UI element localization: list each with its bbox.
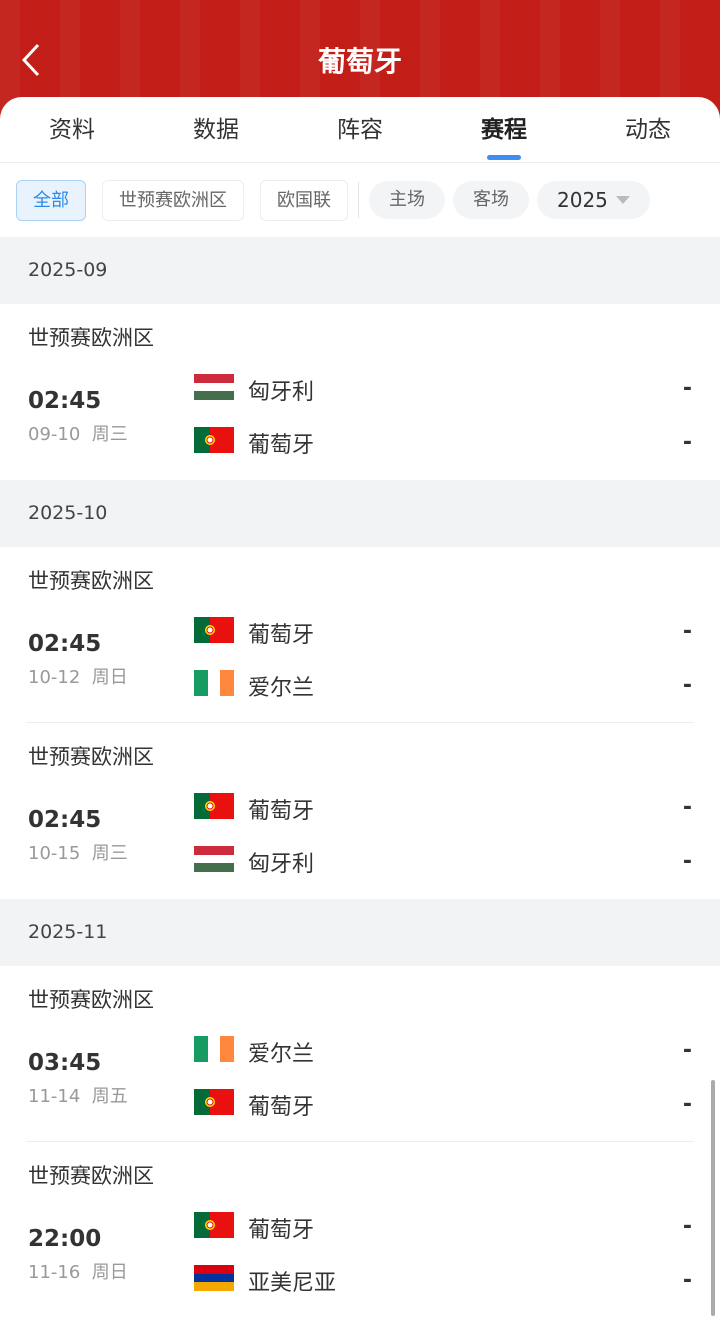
home-score: - [682,376,692,401]
tab-bar: 资料 数据 阵容 赛程 动态 [0,97,720,163]
competition-name: 世预赛欧洲区 [28,569,154,593]
match-row[interactable]: 世预赛欧洲区 03:45 11-14 周五 爱尔兰 葡萄牙 - - [26,966,694,1142]
home-team: 匈牙利 [194,374,314,406]
match-list: 2025-09 世预赛欧洲区 02:45 09-10 周三 匈牙利 葡萄牙 - … [0,237,720,1318]
home-team: 葡萄牙 [194,1212,314,1244]
team-name: 葡萄牙 [248,1095,315,1120]
page-title: 葡萄牙 [317,45,402,78]
team-name: 葡萄牙 [248,623,315,648]
chevron-left-icon[interactable] [20,42,42,78]
away-score: - [682,673,692,698]
portugal-flag-icon [194,1089,234,1121]
ireland-flag-icon [194,670,234,702]
team-name: 葡萄牙 [248,1218,315,1243]
portugal-flag-icon [194,1212,234,1244]
armenia-flag-icon [194,1265,234,1297]
match-time: 02:45 [28,388,102,414]
match-date: 10-15 周三 [28,843,128,864]
match-row[interactable]: 世预赛欧洲区 22:00 11-16 周日 葡萄牙 亚美尼亚 - - [26,1142,694,1318]
competition-name: 世预赛欧洲区 [28,745,154,769]
match-date: 09-10 周三 [28,424,128,445]
match-row[interactable]: 世预赛欧洲区 02:45 09-10 周三 匈牙利 葡萄牙 - - [26,304,694,480]
portugal-flag-icon [194,617,234,649]
team-name: 匈牙利 [248,852,315,877]
away-score: - [682,849,692,874]
filter-wcq-europe[interactable]: 世预赛欧洲区 [102,179,244,221]
away-score: - [682,1268,692,1293]
home-score: - [682,795,692,820]
away-team: 匈牙利 [194,846,314,878]
ireland-flag-icon [194,1036,234,1068]
competition-name: 世预赛欧洲区 [28,326,154,350]
away-team: 葡萄牙 [194,1089,314,1121]
year-select[interactable]: 2025 [537,181,650,219]
hungary-flag-icon [194,374,234,406]
portugal-flag-icon [194,427,234,459]
home-team: 爱尔兰 [194,1036,314,1068]
team-name: 葡萄牙 [248,433,315,458]
hungary-flag-icon [194,846,234,878]
team-name: 爱尔兰 [248,1042,315,1067]
tab-news[interactable]: 动态 [625,117,671,143]
dropdown-arrow-icon [615,196,630,204]
match-date: 11-14 周五 [28,1086,128,1107]
team-name: 亚美尼亚 [248,1271,337,1296]
away-score: - [682,1092,692,1117]
match-time: 22:00 [28,1226,102,1252]
year-value: 2025 [557,188,608,212]
team-name: 葡萄牙 [248,799,315,824]
competition-name: 世预赛欧洲区 [28,988,154,1012]
filter-nations-league[interactable]: 欧国联 [260,179,348,221]
match-row[interactable]: 世预赛欧洲区 02:45 10-12 周日 葡萄牙 爱尔兰 - - [26,547,694,723]
content-card: 资料 数据 阵容 赛程 动态 全部 世预赛欧洲区 欧国联 主场 客场 2025 … [0,97,720,1318]
match-date: 10-12 周日 [28,667,128,688]
divider [358,182,359,218]
home-team: 葡萄牙 [194,793,314,825]
scrollbar[interactable] [711,1080,715,1316]
home-team: 葡萄牙 [194,617,314,649]
tab-stats[interactable]: 数据 [193,117,239,143]
tab-schedule[interactable]: 赛程 [432,97,576,162]
match-time: 02:45 [28,807,102,833]
away-team: 亚美尼亚 [194,1265,336,1297]
tab-lineup[interactable]: 阵容 [337,117,383,143]
match-date: 11-16 周日 [28,1262,128,1283]
team-name: 匈牙利 [248,380,315,405]
away-team: 爱尔兰 [194,670,314,702]
month-header: 2025-11 [0,899,720,966]
tab-profile[interactable]: 资料 [49,117,95,143]
away-score: - [682,430,692,455]
home-score: - [682,619,692,644]
filter-home[interactable]: 主场 [369,181,445,219]
home-score: - [682,1038,692,1063]
away-team: 葡萄牙 [194,427,314,459]
filter-away[interactable]: 客场 [453,181,529,219]
match-time: 02:45 [28,631,102,657]
competition-name: 世预赛欧洲区 [28,1164,154,1188]
match-time: 03:45 [28,1050,102,1076]
month-header: 2025-09 [0,237,720,304]
match-row[interactable]: 世预赛欧洲区 02:45 10-15 周三 葡萄牙 匈牙利 - - [26,723,694,899]
month-header: 2025-10 [0,480,720,547]
home-score: - [682,1214,692,1239]
team-name: 爱尔兰 [248,676,315,701]
filter-bar: 全部 世预赛欧洲区 欧国联 主场 客场 2025 [0,163,720,237]
portugal-flag-icon [194,793,234,825]
filter-all[interactable]: 全部 [16,179,86,221]
